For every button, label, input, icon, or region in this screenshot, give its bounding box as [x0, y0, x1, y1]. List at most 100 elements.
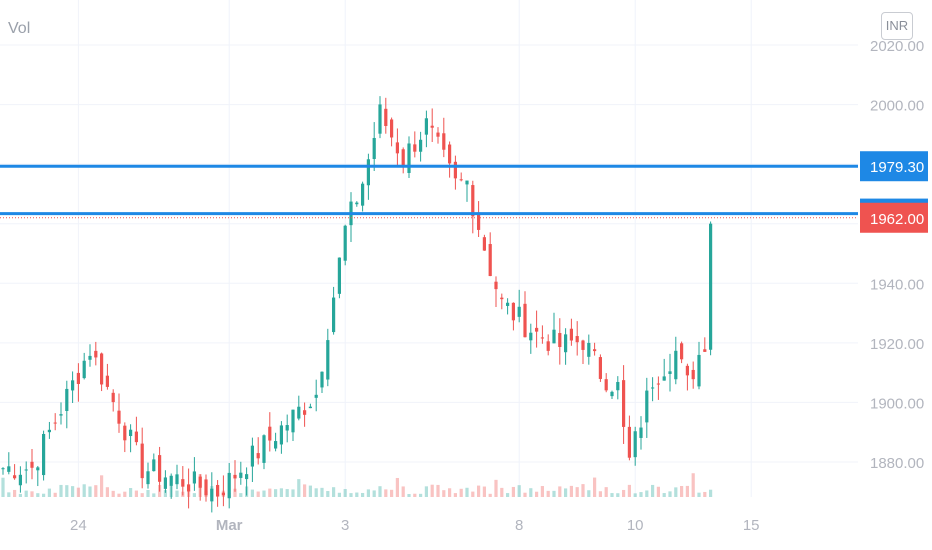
volume-bar [697, 492, 701, 497]
volume-bar [535, 491, 539, 497]
volume-bar [622, 489, 626, 497]
volume-bar [314, 488, 318, 497]
volume-bar [482, 486, 486, 497]
grid [0, 0, 858, 497]
candle-body [633, 431, 637, 458]
candle-body [361, 183, 365, 206]
volume-bar [36, 493, 40, 497]
volume-bar [656, 486, 660, 497]
candle-body [430, 125, 434, 128]
candle-body [680, 343, 684, 360]
volume-bar [326, 491, 330, 497]
volume-bar [18, 493, 22, 497]
volume-bar [401, 486, 405, 497]
volume-bar [430, 484, 434, 497]
candle-body [668, 371, 672, 374]
volume-bar [337, 492, 341, 497]
time-axis: 24 Mar 3 8 10 15 [70, 517, 759, 534]
volume-bar [616, 493, 620, 497]
candle-body [76, 372, 80, 384]
volume-bar [279, 488, 283, 497]
candle-body [355, 202, 359, 205]
candle-body [413, 144, 417, 152]
candle-body [587, 342, 591, 357]
candle-body [424, 118, 428, 135]
volume-bar [448, 488, 452, 497]
volume-bar [610, 493, 614, 497]
candle-body [390, 119, 394, 138]
volume-bar [494, 479, 498, 497]
candle-body [30, 461, 34, 468]
candle-body [488, 244, 492, 277]
candle-body [500, 297, 504, 300]
volume-bar [523, 492, 527, 497]
volume-bar [47, 488, 51, 497]
volume-bar [604, 487, 608, 497]
candle-body [210, 488, 214, 502]
volume-bar [471, 491, 475, 497]
candle-body [24, 469, 28, 471]
candle-body [59, 414, 63, 416]
candle-body [233, 474, 237, 479]
volume-bar [123, 491, 127, 497]
candle-body [111, 392, 115, 403]
candle-body [674, 350, 678, 380]
x-tick-label: Mar [216, 517, 243, 534]
candle-body [227, 472, 231, 499]
volume-bar [691, 473, 695, 497]
y-tick-label: 2000.00 [870, 98, 924, 115]
volume-bar [1, 477, 5, 497]
candle-body [71, 380, 75, 391]
volume-bar [465, 487, 469, 497]
candle-body [459, 179, 463, 181]
volume-bar [569, 485, 573, 497]
volume-bar [436, 484, 440, 497]
candle-body [152, 459, 156, 472]
volume-bar [308, 485, 312, 497]
volume-bar [424, 486, 428, 497]
volume-bar [709, 489, 713, 497]
candle-body [250, 445, 254, 467]
candle-body [245, 474, 249, 480]
volume-bar [674, 487, 678, 497]
volume-bar [500, 487, 504, 497]
volume-bar [71, 486, 75, 497]
candle-body [65, 388, 69, 411]
volume-bar [268, 488, 272, 497]
candle-body [535, 327, 539, 332]
volume-bar [477, 485, 481, 497]
candle-body [697, 354, 701, 387]
volume-bar [274, 489, 278, 497]
volume-bar [303, 484, 307, 497]
price-tag-label: 1979.30 [870, 159, 924, 176]
candle-body [593, 349, 597, 352]
volume-bar [355, 492, 359, 497]
x-tick-label: 10 [627, 517, 644, 534]
candle-body [169, 475, 173, 486]
candle-body [656, 383, 660, 385]
volume-bar [146, 489, 150, 497]
candle-body [221, 492, 225, 496]
candle-body [477, 212, 481, 230]
volume-bars [1, 473, 713, 497]
volume-bar [372, 490, 376, 497]
x-tick-label: 3 [341, 517, 349, 534]
level-lines [0, 164, 858, 219]
candle-body [42, 433, 46, 476]
volume-bar [581, 484, 585, 497]
volume-bar [517, 485, 521, 497]
candle-body [158, 455, 162, 482]
candle-body [598, 357, 602, 379]
candle-body [198, 476, 202, 488]
candle-body [326, 340, 330, 380]
price-tag-label: 1962.00 [870, 211, 924, 228]
candle-body [558, 333, 562, 348]
candle-body [175, 474, 179, 485]
candle-body [256, 453, 260, 459]
candle-body [622, 380, 626, 427]
candle-body [511, 302, 515, 321]
currency-button[interactable]: INR [881, 12, 913, 40]
candle-body [517, 306, 521, 317]
candle-body [262, 435, 266, 463]
